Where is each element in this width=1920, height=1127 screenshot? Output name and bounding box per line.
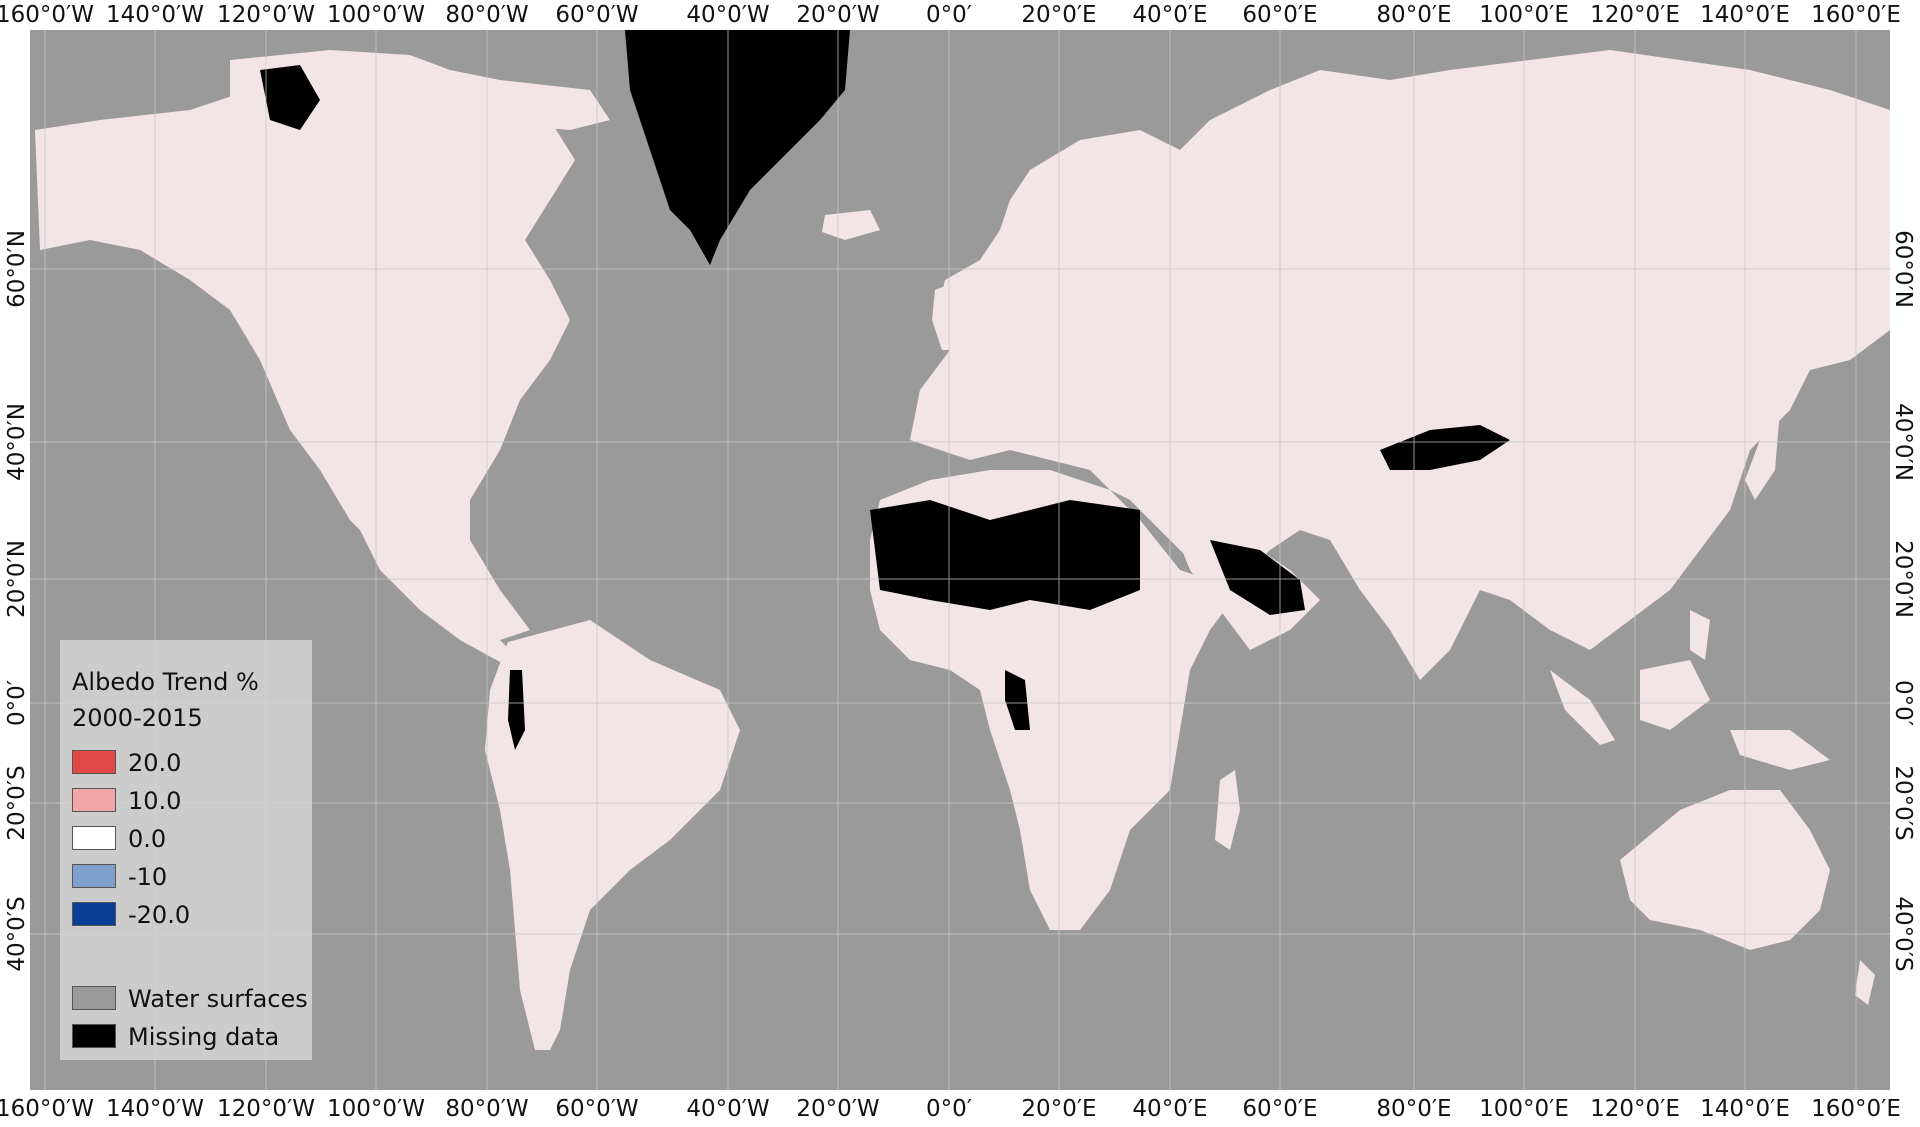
legend-swatch-0 (72, 826, 116, 850)
lon-label-top-100e: 100°0′E (1479, 2, 1569, 28)
land-japan (1745, 390, 1780, 500)
lon-label-top-60w: 60°0′W (555, 2, 639, 28)
missing-gulf-guinea (1005, 670, 1030, 730)
missing-arabia (1210, 540, 1305, 615)
lon-label-bottom-80w: 80°0′W (445, 1096, 529, 1122)
lon-label-bottom-80e: 80°0′E (1376, 1096, 1452, 1122)
lon-label-bottom-140w: 140°0′W (106, 1096, 204, 1122)
legend-label-missing: Missing data (128, 1023, 280, 1051)
land-north-america (35, 78, 575, 640)
lat-label-left-40s: 40°0′S (4, 896, 30, 972)
lon-label-bottom-0: 0°0′ (926, 1096, 972, 1122)
missing-arctic-canada (260, 65, 320, 130)
lat-label-right-60n: 60°0′N (1890, 230, 1916, 308)
legend-swatch-neg10 (72, 864, 116, 888)
lon-label-top-120w: 120°0′W (217, 2, 315, 28)
land-philippines (1690, 610, 1710, 660)
lon-label-top-20e: 20°0′E (1021, 2, 1097, 28)
lon-label-top-80w: 80°0′W (445, 2, 529, 28)
legend-label-neg10: -10 (128, 863, 168, 891)
land-borneo (1640, 660, 1710, 730)
lat-label-left-40n: 40°0′N (4, 403, 30, 481)
lon-label-bottom-20w: 20°0′W (796, 1096, 880, 1122)
legend-swatch-water (72, 986, 116, 1010)
missing-greenland (625, 30, 850, 265)
lon-label-top-40w: 40°0′W (686, 2, 770, 28)
lon-label-bottom-60w: 60°0′W (555, 1096, 639, 1122)
lon-label-bottom-140e: 140°0′E (1700, 1096, 1790, 1122)
legend-swatch-neg20 (72, 902, 116, 926)
land-iceland (822, 210, 880, 240)
lon-label-top-160w: 160°0′W (0, 2, 94, 28)
lon-label-top-0: 0°0′ (926, 2, 972, 28)
lat-label-right-20n: 20°0′N (1890, 540, 1916, 618)
lon-label-bottom-100e: 100°0′E (1479, 1096, 1569, 1122)
land-britain (932, 280, 975, 350)
lon-label-top-40e: 40°0′E (1132, 2, 1208, 28)
lat-label-left-20s: 20°0′S (4, 765, 30, 841)
lon-label-bottom-40w: 40°0′W (686, 1096, 770, 1122)
lat-label-left-0: 0°0′ (4, 680, 30, 726)
legend-title-line2: 2000-2015 (72, 704, 203, 732)
lon-label-bottom-60e: 60°0′E (1242, 1096, 1318, 1122)
graticule (30, 30, 1890, 1090)
land-australia (1620, 790, 1830, 950)
land-madagascar (1215, 770, 1240, 850)
lon-label-top-20w: 20°0′W (796, 2, 880, 28)
missing-data-regions (260, 30, 1510, 750)
map-legend: Albedo Trend % 2000-2015 20.0 10.0 0.0 -… (60, 640, 312, 1060)
world-map (30, 30, 1890, 1090)
legend-title: Albedo Trend % 2000-2015 (72, 664, 259, 736)
legend-label-10: 10.0 (128, 787, 182, 815)
lon-label-bottom-160e: 160°0′E (1811, 1096, 1901, 1122)
map-area (30, 30, 1890, 1090)
lon-label-top-60e: 60°0′E (1242, 2, 1318, 28)
missing-sahara (870, 500, 1140, 610)
lat-label-right-40s: 40°0′S (1890, 896, 1916, 972)
lon-label-top-80e: 80°0′E (1376, 2, 1452, 28)
legend-label-neg20: -20.0 (128, 901, 191, 929)
lat-label-right-40n: 40°0′N (1890, 403, 1916, 481)
lat-label-right-0: 0°0′ (1890, 680, 1916, 726)
land-arctic-islands (230, 50, 610, 140)
legend-title-line1: Albedo Trend % (72, 668, 259, 696)
legend-label-0: 0.0 (128, 825, 167, 853)
legend-swatch-10 (72, 788, 116, 812)
land-sumatra (1550, 670, 1615, 745)
land-new-zealand (1855, 960, 1875, 1005)
legend-swatch-missing (72, 1024, 116, 1048)
land-new-guinea (1730, 730, 1830, 770)
lon-label-bottom-120e: 120°0′E (1590, 1096, 1680, 1122)
lat-label-left-60n: 60°0′N (4, 230, 30, 308)
lat-label-left-20n: 20°0′N (4, 540, 30, 618)
lon-label-bottom-120w: 120°0′W (217, 1096, 315, 1122)
legend-swatch-20 (72, 750, 116, 774)
land-central-america (360, 530, 510, 662)
lon-label-bottom-40e: 40°0′E (1132, 1096, 1208, 1122)
missing-andes (508, 670, 525, 750)
lon-label-top-140e: 140°0′E (1700, 2, 1790, 28)
lon-label-bottom-100w: 100°0′W (327, 1096, 425, 1122)
lat-label-right-20s: 20°0′S (1890, 765, 1916, 841)
land-south-america (485, 620, 740, 1050)
land-eurasia (910, 50, 1890, 680)
lon-label-top-140w: 140°0′W (106, 2, 204, 28)
lon-label-bottom-160w: 160°0′W (0, 1096, 94, 1122)
missing-taklamakan (1380, 425, 1510, 470)
lon-label-top-100w: 100°0′W (327, 2, 425, 28)
legend-label-20: 20.0 (128, 749, 182, 777)
lon-label-top-120e: 120°0′E (1590, 2, 1680, 28)
lon-label-bottom-20e: 20°0′E (1021, 1096, 1097, 1122)
legend-label-water: Water surfaces (128, 985, 308, 1013)
lon-label-top-160e: 160°0′E (1811, 2, 1901, 28)
